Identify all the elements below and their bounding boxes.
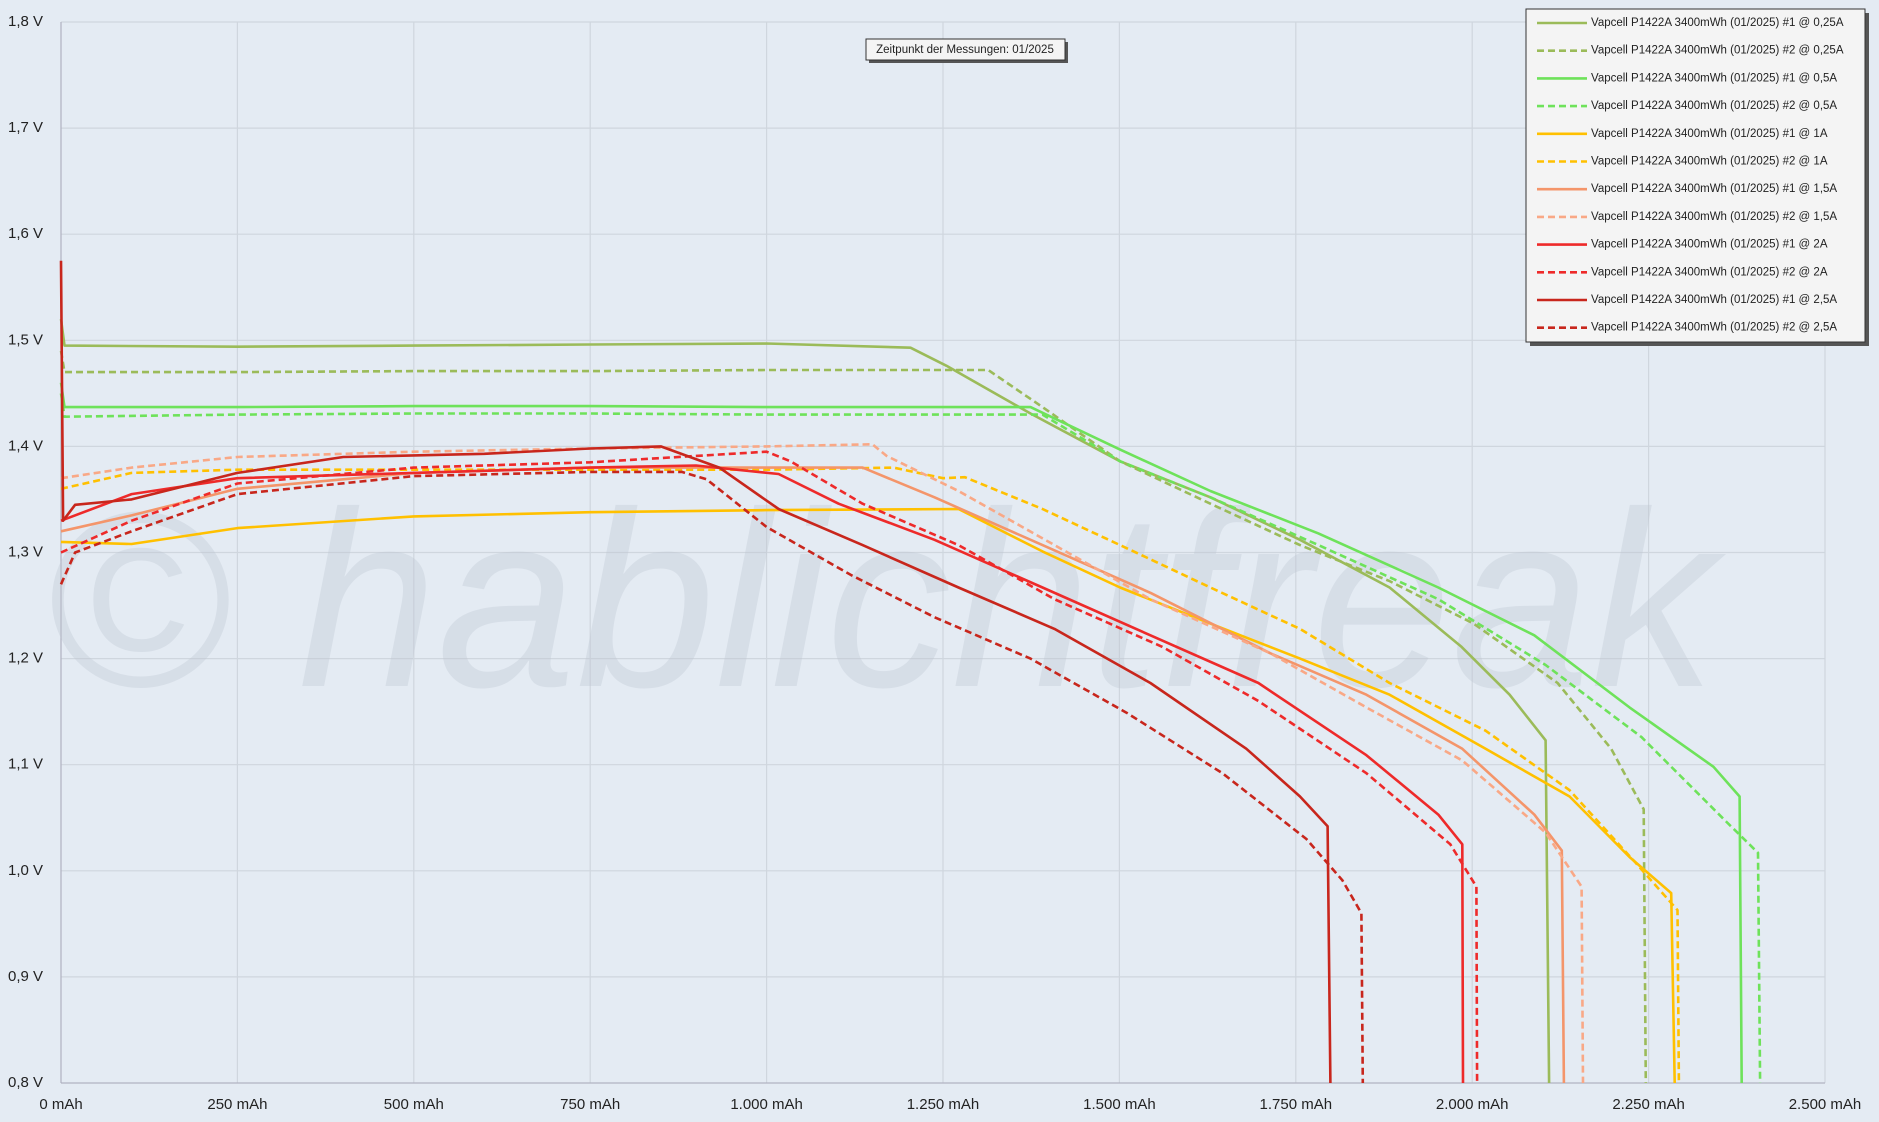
series-line — [60, 466, 1566, 1084]
y-tick-label: 0,9 V — [8, 968, 43, 985]
legend: Vapcell P1422A 3400mWh (01/2025) #1 @ 0,… — [1525, 8, 1869, 346]
legend-label: Vapcell P1422A 3400mWh (01/2025) #2 @ 0,… — [1591, 45, 1844, 57]
x-tick-label: 1.250 mAh — [907, 1096, 980, 1113]
legend-label: Vapcell P1422A 3400mWh (01/2025) #1 @ 2,… — [1591, 294, 1837, 306]
series-line — [59, 382, 1743, 1084]
y-tick-label: 1,1 V — [8, 756, 43, 773]
legend-label: Vapcell P1422A 3400mWh (01/2025) #1 @ 2A — [1591, 239, 1828, 251]
y-tick-label: 1,2 V — [8, 650, 43, 667]
x-tick-label: 2.500 mAh — [1789, 1096, 1862, 1113]
series-line — [59, 260, 1332, 1084]
y-tick-label: 1,3 V — [8, 543, 43, 560]
series-line — [60, 450, 1479, 1084]
y-tick-label: 1,8 V — [8, 13, 43, 30]
annotation-box — [865, 38, 1066, 61]
annotation: Zeitpunkt der Messungen: 01/2025 — [865, 38, 1068, 63]
legend-box — [1525, 8, 1866, 343]
x-tick-label: 1.500 mAh — [1083, 1096, 1156, 1113]
x-tick-label: 1.750 mAh — [1260, 1096, 1333, 1113]
x-tick-label: 2.000 mAh — [1436, 1096, 1509, 1113]
legend-label: Vapcell P1422A 3400mWh (01/2025) #2 @ 0,… — [1591, 100, 1837, 112]
legend-label: Vapcell P1422A 3400mWh (01/2025) #2 @ 1A — [1591, 156, 1828, 168]
series-line — [59, 393, 1762, 1084]
x-tick-label: 2.250 mAh — [1612, 1096, 1685, 1113]
series-line — [59, 318, 1551, 1084]
x-tick-label: 250 mAh — [207, 1096, 267, 1113]
x-tick-label: 0 mAh — [39, 1096, 82, 1113]
x-tick-label: 1.000 mAh — [730, 1096, 803, 1113]
legend-label: Vapcell P1422A 3400mWh (01/2025) #1 @ 0,… — [1591, 17, 1844, 29]
legend-label: Vapcell P1422A 3400mWh (01/2025) #2 @ 2,… — [1591, 322, 1837, 334]
annotation-text: Zeitpunkt der Messungen: 01/2025 — [876, 44, 1054, 56]
series-line — [59, 470, 1365, 1084]
y-tick-label: 1,5 V — [8, 331, 43, 348]
x-tick-label: 750 mAh — [560, 1096, 620, 1113]
series-line — [60, 466, 1681, 1084]
y-tick-label: 1,4 V — [8, 437, 43, 454]
legend-label: Vapcell P1422A 3400mWh (01/2025) #1 @ 1A — [1591, 128, 1828, 140]
y-tick-label: 1,7 V — [8, 119, 43, 136]
legend-label: Vapcell P1422A 3400mWh (01/2025) #2 @ 1,… — [1591, 211, 1837, 223]
y-tick-label: 1,0 V — [8, 862, 43, 879]
y-tick-label: 0,8 V — [8, 1074, 43, 1091]
lines — [59, 260, 1762, 1084]
x-tick-label: 500 mAh — [384, 1096, 444, 1113]
legend-label: Vapcell P1422A 3400mWh (01/2025) #1 @ 1,… — [1591, 183, 1837, 195]
watermark: © hablichtfreak — [44, 460, 1726, 739]
series-line — [60, 507, 1676, 1084]
legend-label: Vapcell P1422A 3400mWh (01/2025) #2 @ 2A — [1591, 266, 1828, 278]
legend-label: Vapcell P1422A 3400mWh (01/2025) #1 @ 0,… — [1591, 72, 1837, 84]
series-line — [60, 443, 1585, 1084]
y-tick-label: 1,6 V — [8, 225, 43, 242]
